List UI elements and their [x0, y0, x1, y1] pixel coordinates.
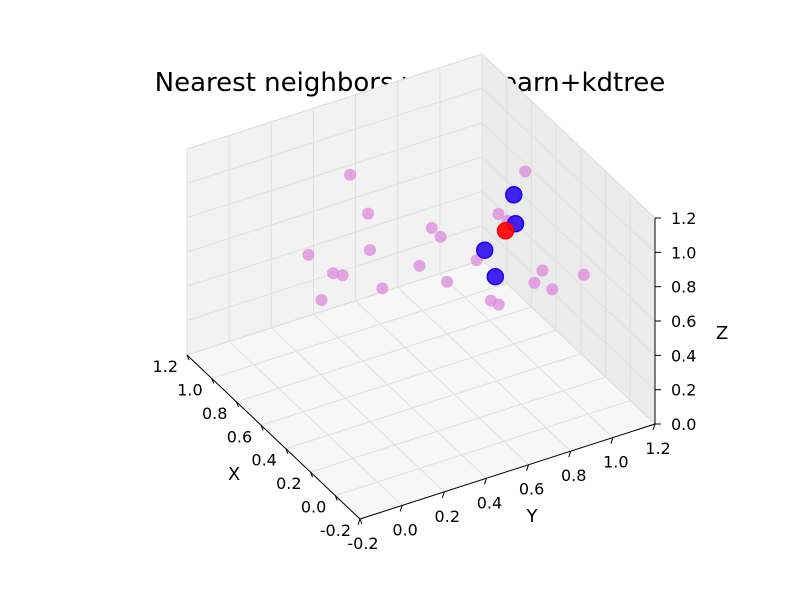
z-tick-label: 0.2 [671, 381, 696, 400]
grid-line [355, 300, 529, 466]
query-point [496, 222, 515, 240]
y-tick-label: 0.4 [477, 493, 502, 512]
y-tick-label: 0.6 [519, 480, 544, 499]
grid-line [439, 273, 614, 438]
neighbor-point [505, 186, 523, 204]
data-point [327, 267, 339, 280]
y-tick-label: 0.0 [392, 520, 417, 539]
data-point [536, 264, 549, 277]
grid-line [186, 87, 483, 184]
x-tick [186, 354, 190, 361]
x-tick [285, 448, 289, 454]
x-tick [359, 518, 363, 525]
axes: -0.20.00.20.40.60.81.01.2-0.20.00.20.40.… [153, 209, 697, 553]
x-tick [334, 495, 338, 501]
data-points [302, 165, 590, 311]
y-tick [526, 464, 530, 471]
grid-line [260, 329, 557, 426]
grid-line [186, 53, 483, 150]
grid-line [186, 190, 483, 287]
y-tick-label: 1.2 [645, 439, 670, 458]
x-tick [235, 401, 239, 408]
y-tick-label: -0.2 [347, 534, 378, 553]
data-point [528, 276, 541, 289]
z-tick-label: 0.6 [671, 312, 696, 331]
x-tick [260, 425, 264, 431]
x-tick-label: 0.6 [227, 427, 252, 446]
z-axis-label: Z [716, 323, 728, 344]
data-point [364, 244, 376, 257]
grid-line [186, 259, 483, 356]
data-point [492, 208, 505, 220]
neighbor-point [475, 241, 494, 259]
data-point [362, 207, 375, 220]
grid-line [236, 306, 532, 403]
data-point [519, 165, 532, 178]
x-tick-label: 1.2 [153, 357, 178, 376]
grid-line [186, 122, 483, 219]
data-point [336, 269, 349, 282]
y-axis-line [359, 423, 656, 520]
x-tick-label: 0.2 [276, 474, 301, 493]
data-point [425, 221, 438, 234]
x-tick-label: -0.2 [320, 521, 351, 540]
z-tick-label: 1.0 [671, 243, 696, 262]
grid-line [481, 156, 656, 322]
y-tick-label: 0.8 [561, 466, 586, 485]
x-tick [310, 471, 314, 478]
neighbor-point [486, 267, 505, 286]
y-tick [399, 505, 403, 512]
data-point [315, 294, 328, 306]
grid-line [481, 259, 656, 425]
grid-line [397, 286, 572, 452]
y-tick-label: 1.0 [603, 453, 628, 472]
grid-line [211, 282, 507, 379]
y-tick [610, 437, 614, 444]
grid-line [310, 376, 606, 473]
z-tick-label: 0.8 [671, 278, 696, 297]
grid-line [285, 353, 582, 450]
data-point [441, 275, 454, 288]
y-tick [568, 450, 572, 458]
x-axis-label: X [228, 464, 240, 485]
x-tick-label: 1.0 [177, 380, 202, 399]
data-point [376, 282, 389, 295]
data-point [577, 268, 590, 281]
z-tick-label: 0.4 [671, 346, 696, 365]
x-tick-label: 0.8 [202, 404, 227, 423]
x-tick-label: 0.4 [251, 451, 276, 470]
grid-line [481, 53, 656, 219]
grid-line [335, 400, 631, 497]
data-point [302, 248, 315, 261]
data-point [434, 230, 447, 243]
grid-line [481, 225, 656, 391]
x-axis-line [186, 354, 361, 520]
y-tick [357, 518, 361, 526]
y-tick [483, 478, 487, 485]
grid-line [186, 156, 483, 253]
data-point [344, 168, 357, 181]
y-tick [652, 423, 656, 431]
x-tick [211, 378, 215, 384]
data-point [546, 283, 559, 296]
y-tick [441, 491, 445, 499]
grid-line [228, 341, 403, 506]
x-tick-label: 0.0 [301, 498, 326, 517]
grid-line [481, 122, 656, 288]
axes-panes [186, 52, 656, 520]
y-tick-label: 0.2 [435, 507, 460, 526]
grid-line [313, 313, 487, 479]
z-tick-label: 1.2 [671, 209, 696, 228]
grid-line [270, 327, 445, 493]
z-tick-label: 0.0 [671, 415, 696, 434]
y-axis-label: Y [526, 506, 539, 527]
grid-line [481, 87, 656, 253]
data-point [484, 294, 497, 307]
data-point [413, 259, 426, 272]
